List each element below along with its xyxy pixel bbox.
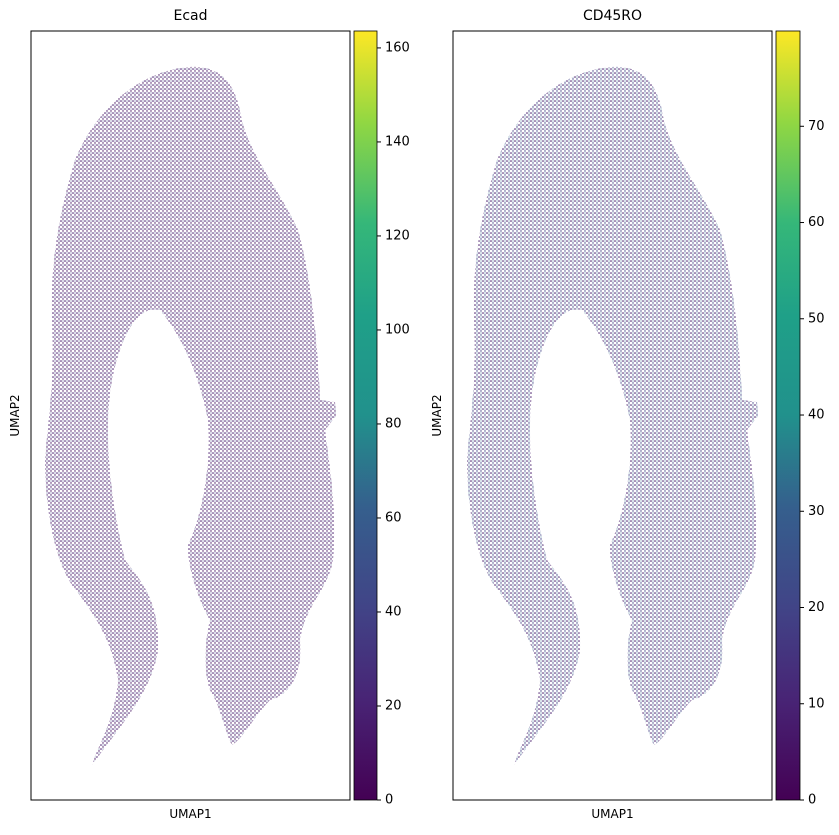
axes-frame xyxy=(30,30,351,801)
colorbar-tick-label: 80 xyxy=(385,416,402,431)
colorbar-tick-label: 20 xyxy=(808,600,825,615)
colorbar-tick-label: 40 xyxy=(808,408,825,423)
colorbar-tick-label: 50 xyxy=(808,311,825,326)
point-cloud xyxy=(467,66,758,766)
colorbar-tick-label: 10 xyxy=(808,696,825,711)
y-axis-label: UMAP2 xyxy=(8,394,22,436)
colorbar-tick-label: 30 xyxy=(808,504,825,519)
x-axis-label: UMAP1 xyxy=(591,807,633,821)
colorbar-tick-label: 70 xyxy=(808,119,825,134)
colorbar-tick-label: 140 xyxy=(385,134,410,149)
x-axis-label: UMAP1 xyxy=(169,807,211,821)
point-cloud xyxy=(45,66,336,766)
colorbar-tick-label: 60 xyxy=(808,215,825,230)
colorbar xyxy=(775,30,801,801)
panel-title: CD45RO xyxy=(583,8,642,24)
colorbar-tick-label: 60 xyxy=(385,510,402,525)
colorbar-tick-label: 0 xyxy=(385,793,393,808)
colorbar-tick-label: 40 xyxy=(385,604,402,619)
colorbar-tick-label: 160 xyxy=(385,40,410,55)
colorbar xyxy=(353,30,378,801)
colorbar-tick-label: 120 xyxy=(385,228,410,243)
colorbar-tick-label: 20 xyxy=(385,698,402,713)
colorbar-tick-label: 100 xyxy=(385,322,410,337)
panel-title: Ecad xyxy=(173,8,207,24)
axes-frame xyxy=(452,30,773,801)
axes-frames xyxy=(30,30,801,801)
y-axis-label: UMAP2 xyxy=(430,394,444,436)
colorbar-tick-label: 0 xyxy=(808,793,816,808)
